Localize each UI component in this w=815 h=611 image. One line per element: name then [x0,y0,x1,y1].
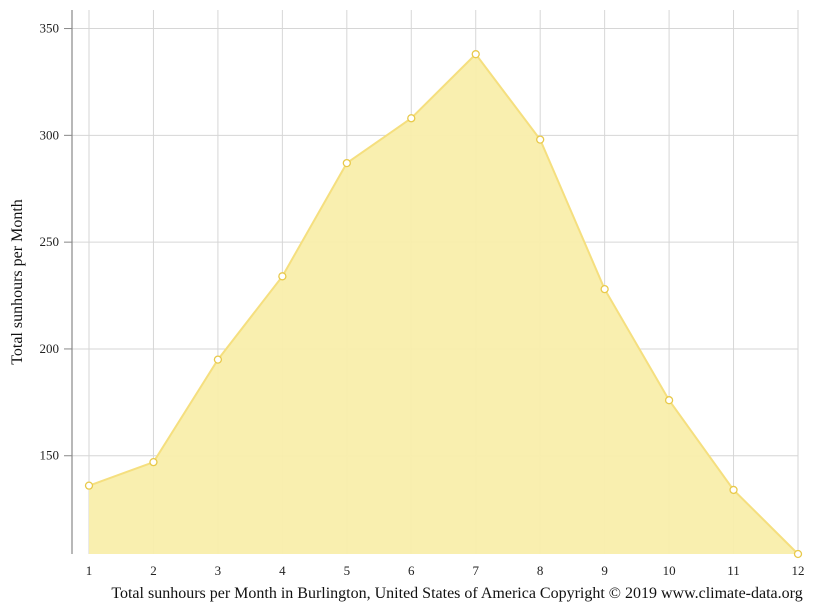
x-tick-label: 3 [215,563,222,578]
x-tick-label: 2 [150,563,157,578]
sunhours-line [88,52,799,555]
data-point-month-3 [213,355,223,364]
data-point-month-1 [84,481,94,490]
sunhours-area [89,54,798,555]
y-axis-title: Total sunhours per Month [9,199,26,365]
y-tick-label: 200 [40,341,60,356]
data-point-month-6 [407,114,416,123]
data-point-month-11 [729,485,738,495]
data-point-month-10 [664,396,674,405]
x-tick-label: 5 [344,563,351,578]
y-tick-label: 350 [40,21,60,36]
y-tick-labels: 150 200 250 300 350 [40,21,72,463]
y-tick-label: 150 [40,448,60,463]
x-tick-labels: 1 2 3 4 5 6 7 8 9 10 11 12 [86,563,805,578]
x-tick-label: 6 [408,563,415,578]
x-tick-label: 12 [792,563,805,578]
x-tick-label: 7 [472,563,479,578]
y-tick-label: 250 [40,234,60,249]
x-tick-label: 10 [663,563,676,578]
data-points [84,50,803,559]
data-point-month-7 [471,50,480,59]
x-tick-label: 9 [601,563,608,578]
x-tick-label: 1 [86,563,93,578]
data-point-month-8 [536,135,545,144]
x-tick-label: 8 [537,563,544,578]
data-point-month-9 [600,284,609,294]
data-point-month-5 [342,158,351,168]
x-tick-label: 11 [727,563,740,578]
data-point-month-2 [149,458,158,467]
data-point-month-12 [793,549,803,559]
x-tick-label: 4 [279,563,286,578]
data-point-month-4 [278,272,287,281]
chart-caption: Total sunhours per Month in Burlington, … [111,585,802,602]
y-tick-label: 300 [40,127,60,142]
